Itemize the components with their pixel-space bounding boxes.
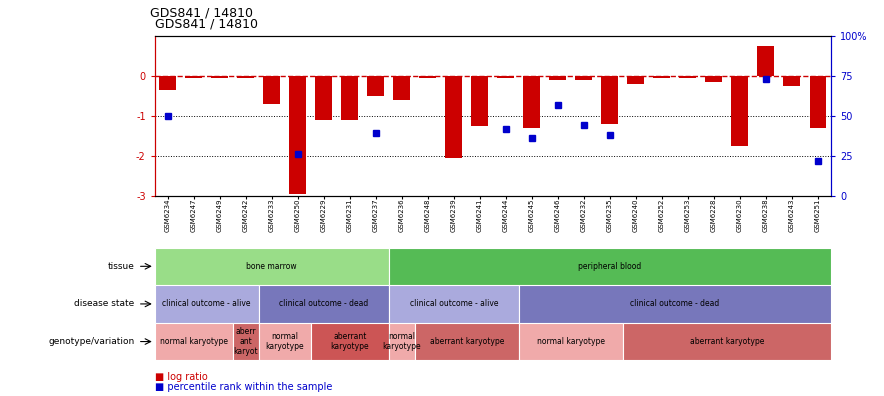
Bar bbox=[575, 76, 592, 80]
Bar bbox=[368, 76, 385, 96]
Bar bbox=[155, 248, 389, 285]
Bar bbox=[232, 323, 259, 360]
Bar bbox=[810, 76, 827, 128]
Bar bbox=[731, 76, 749, 146]
Bar bbox=[519, 285, 831, 323]
Bar bbox=[623, 323, 831, 360]
Text: ■ percentile rank within the sample: ■ percentile rank within the sample bbox=[155, 382, 332, 392]
Bar bbox=[415, 323, 519, 360]
Bar bbox=[155, 323, 232, 360]
Text: clinical outcome - dead: clinical outcome - dead bbox=[279, 299, 369, 308]
Bar bbox=[523, 76, 540, 128]
Bar bbox=[758, 46, 774, 76]
Text: tissue: tissue bbox=[108, 262, 134, 271]
Bar bbox=[680, 76, 697, 78]
Bar bbox=[628, 76, 644, 84]
Bar bbox=[237, 76, 255, 78]
Bar bbox=[446, 76, 462, 158]
Text: GDS841 / 14810: GDS841 / 14810 bbox=[155, 17, 258, 30]
Bar bbox=[311, 323, 389, 360]
Bar bbox=[783, 76, 800, 86]
Bar bbox=[393, 76, 410, 100]
Text: normal karyotype: normal karyotype bbox=[537, 337, 605, 346]
Text: ■ log ratio: ■ log ratio bbox=[155, 372, 208, 382]
Bar bbox=[316, 76, 332, 120]
Text: aberrant karyotype: aberrant karyotype bbox=[430, 337, 504, 346]
Text: normal karyotype: normal karyotype bbox=[160, 337, 228, 346]
Bar bbox=[389, 285, 519, 323]
Bar bbox=[155, 285, 259, 323]
Text: GDS841 / 14810: GDS841 / 14810 bbox=[150, 7, 254, 20]
Bar bbox=[519, 323, 623, 360]
Text: aberrant
karyotype: aberrant karyotype bbox=[331, 332, 370, 351]
Bar bbox=[389, 248, 831, 285]
Bar bbox=[263, 76, 280, 104]
Text: clinical outcome - alive: clinical outcome - alive bbox=[163, 299, 251, 308]
Bar bbox=[259, 323, 311, 360]
Bar bbox=[159, 76, 176, 90]
Text: clinical outcome - dead: clinical outcome - dead bbox=[630, 299, 720, 308]
Bar bbox=[186, 76, 202, 78]
Bar bbox=[289, 76, 306, 194]
Text: clinical outcome - alive: clinical outcome - alive bbox=[409, 299, 498, 308]
Text: normal
karyotype: normal karyotype bbox=[383, 332, 421, 351]
Text: disease state: disease state bbox=[74, 299, 134, 308]
Bar bbox=[211, 76, 228, 78]
Bar bbox=[471, 76, 488, 126]
Text: bone marrow: bone marrow bbox=[247, 262, 297, 271]
Bar bbox=[341, 76, 358, 120]
Bar bbox=[549, 76, 567, 80]
Text: normal
karyotype: normal karyotype bbox=[265, 332, 304, 351]
Text: genotype/variation: genotype/variation bbox=[48, 337, 134, 346]
Text: aberr
ant
karyot: aberr ant karyot bbox=[233, 327, 258, 356]
Bar bbox=[601, 76, 618, 124]
Text: peripheral blood: peripheral blood bbox=[578, 262, 642, 271]
Bar bbox=[259, 285, 389, 323]
Bar bbox=[653, 76, 670, 78]
Bar bbox=[419, 76, 437, 78]
Bar bbox=[498, 76, 514, 78]
Text: aberrant karyotype: aberrant karyotype bbox=[690, 337, 764, 346]
Bar bbox=[705, 76, 722, 82]
Bar bbox=[389, 323, 415, 360]
